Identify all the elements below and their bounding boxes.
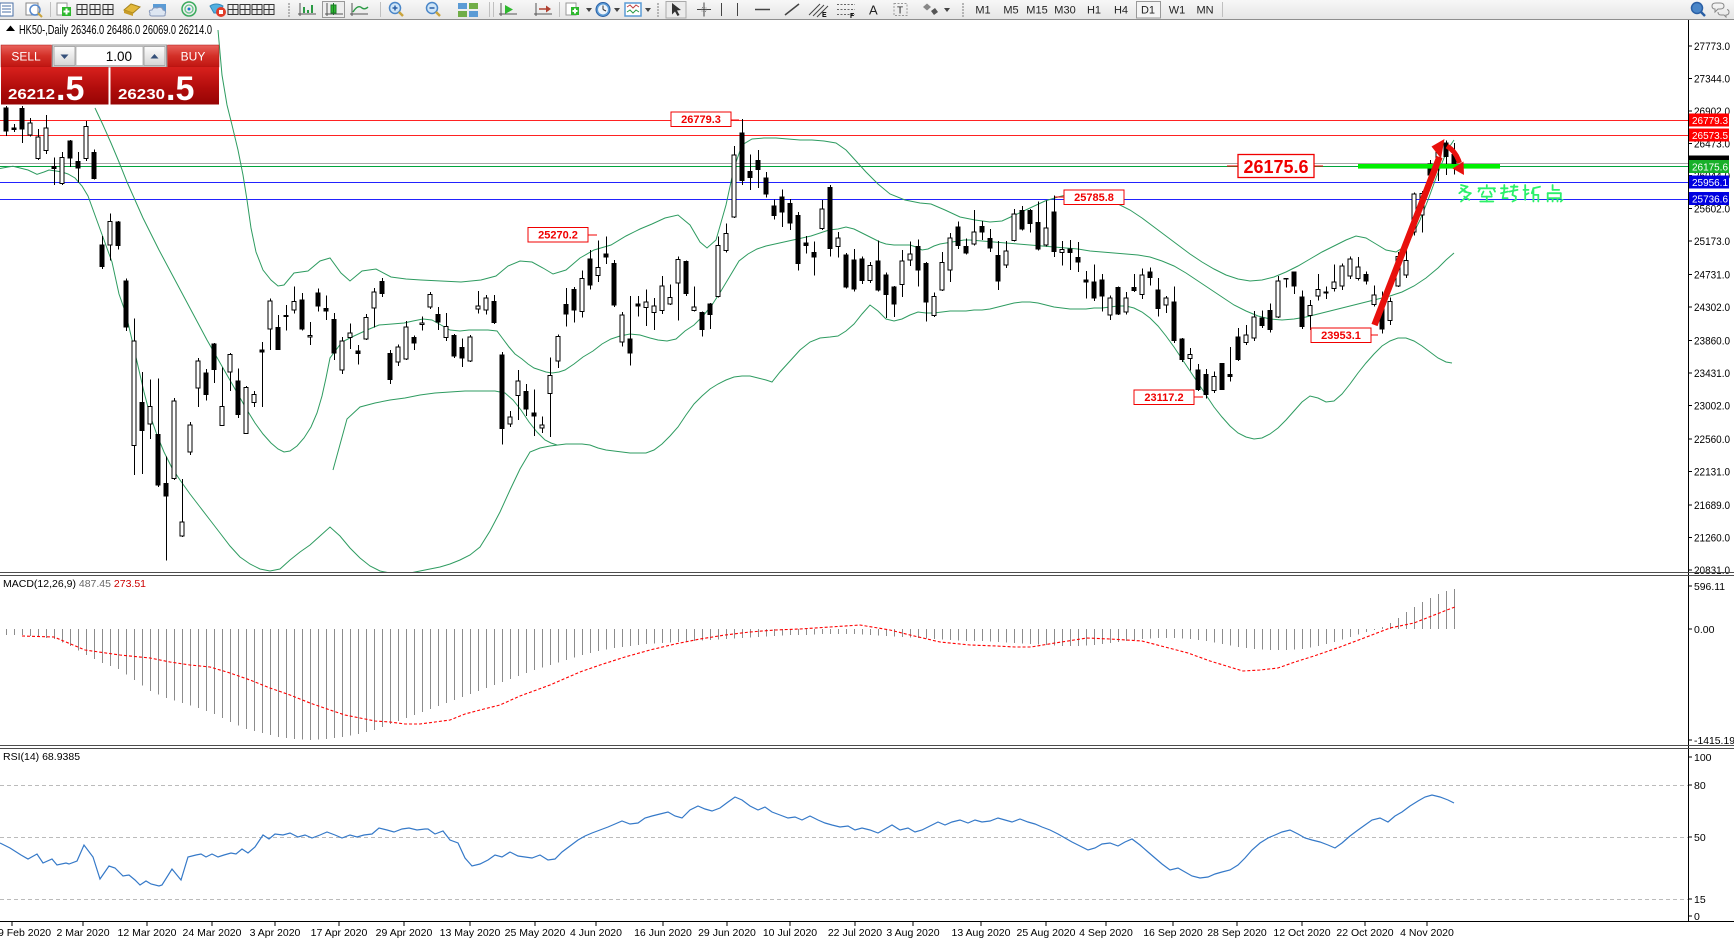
svg-text:21689.0: 21689.0 — [1694, 500, 1730, 512]
svg-text:-1415.19: -1415.19 — [1694, 735, 1734, 747]
svg-text:25785.8: 25785.8 — [1074, 192, 1114, 204]
svg-text:25 May 2020: 25 May 2020 — [505, 927, 566, 939]
svg-text:0.00: 0.00 — [1694, 624, 1715, 636]
svg-text:SELL: SELL — [11, 50, 41, 64]
svg-text:25270.2: 25270.2 — [538, 230, 578, 242]
svg-text:4 Sep 2020: 4 Sep 2020 — [1079, 927, 1133, 939]
svg-text:23431.0: 23431.0 — [1694, 368, 1730, 380]
svg-text:A: A — [869, 3, 878, 18]
svg-text:26230: 26230 — [118, 87, 165, 103]
svg-text:F: F — [850, 13, 855, 20]
svg-text:16 Jun 2020: 16 Jun 2020 — [634, 927, 692, 939]
svg-text:80: 80 — [1694, 780, 1706, 792]
svg-text:3 Apr 2020: 3 Apr 2020 — [250, 927, 301, 939]
svg-text:12 Mar 2020: 12 Mar 2020 — [118, 927, 177, 939]
svg-text:26212: 26212 — [8, 87, 55, 103]
svg-text:.5: .5 — [166, 70, 194, 108]
svg-text:22131.0: 22131.0 — [1694, 467, 1730, 479]
svg-text:MACD(12,26,9) 487.45 273.51: MACD(12,26,9) 487.45 273.51 — [3, 578, 146, 590]
svg-text:23117.2: 23117.2 — [1144, 392, 1183, 404]
svg-text:27773.0: 27773.0 — [1694, 41, 1730, 53]
svg-text:M15: M15 — [1026, 5, 1047, 17]
svg-text:24731.0: 24731.0 — [1694, 270, 1730, 282]
svg-text:15: 15 — [1694, 894, 1706, 906]
svg-text:25956.1: 25956.1 — [1692, 177, 1728, 189]
svg-text:25173.0: 25173.0 — [1694, 236, 1730, 248]
svg-text:MN: MN — [1196, 5, 1213, 17]
svg-text:17 Apr 2020: 17 Apr 2020 — [311, 927, 368, 939]
svg-text:24302.0: 24302.0 — [1694, 302, 1730, 314]
svg-text:13 Aug 2020: 13 Aug 2020 — [952, 927, 1011, 939]
svg-text:26175.6: 26175.6 — [1692, 162, 1728, 174]
svg-text:27344.0: 27344.0 — [1694, 74, 1730, 86]
svg-text:2 Mar 2020: 2 Mar 2020 — [56, 927, 109, 939]
svg-text:.5: .5 — [56, 70, 84, 108]
svg-text:M30: M30 — [1054, 5, 1075, 17]
svg-text:4 Jun 2020: 4 Jun 2020 — [570, 927, 622, 939]
svg-text:25736.6: 25736.6 — [1692, 194, 1728, 206]
svg-text:596.11: 596.11 — [1694, 581, 1725, 593]
svg-text:0: 0 — [1694, 911, 1700, 923]
svg-text:1.00: 1.00 — [106, 49, 132, 64]
svg-text:16 Sep 2020: 16 Sep 2020 — [1143, 927, 1203, 939]
svg-text:50: 50 — [1694, 832, 1706, 844]
svg-text:HK50-,Daily 26346.0 26486.0 2: HK50-,Daily 26346.0 26486.0 26069.0 2621… — [19, 23, 212, 37]
svg-text:25 Aug 2020: 25 Aug 2020 — [1017, 927, 1076, 939]
svg-text:26779.3: 26779.3 — [681, 114, 721, 126]
svg-text:21260.0: 21260.0 — [1694, 533, 1730, 545]
svg-text:24 Mar 2020: 24 Mar 2020 — [183, 927, 242, 939]
svg-text:22 Jul 2020: 22 Jul 2020 — [828, 927, 882, 939]
svg-text:M5: M5 — [1003, 5, 1018, 17]
svg-text:23953.1: 23953.1 — [1321, 330, 1361, 342]
svg-text:BUY: BUY — [181, 50, 206, 64]
svg-text:H4: H4 — [1114, 5, 1128, 17]
svg-text:29 Jun 2020: 29 Jun 2020 — [698, 927, 756, 939]
svg-text:26175.6: 26175.6 — [1243, 157, 1308, 177]
svg-text:T: T — [897, 6, 903, 17]
svg-text:M1: M1 — [975, 5, 990, 17]
svg-text:RSI(14) 68.9385: RSI(14) 68.9385 — [3, 751, 80, 763]
svg-text:4 Nov 2020: 4 Nov 2020 — [1400, 927, 1454, 939]
svg-text:13 May 2020: 13 May 2020 — [440, 927, 501, 939]
svg-text:22 Oct 2020: 22 Oct 2020 — [1336, 927, 1393, 939]
svg-text:23860.0: 23860.0 — [1694, 336, 1730, 348]
svg-text:23002.0: 23002.0 — [1694, 401, 1730, 413]
svg-text:100: 100 — [1694, 752, 1712, 764]
svg-text:26779.3: 26779.3 — [1692, 115, 1728, 127]
svg-text:22560.0: 22560.0 — [1694, 434, 1730, 446]
svg-text:D1: D1 — [1141, 5, 1155, 17]
svg-text:10 Jul 2020: 10 Jul 2020 — [763, 927, 817, 939]
svg-text:9 Feb 2020: 9 Feb 2020 — [0, 927, 51, 939]
svg-text:H1: H1 — [1087, 5, 1101, 17]
svg-text:28 Sep 2020: 28 Sep 2020 — [1207, 927, 1267, 939]
svg-text:W1: W1 — [1169, 5, 1186, 17]
svg-text:26573.5: 26573.5 — [1692, 130, 1728, 142]
svg-text:3 Aug 2020: 3 Aug 2020 — [886, 927, 939, 939]
svg-text:E: E — [822, 12, 827, 19]
svg-text:25602.0: 25602.0 — [1694, 204, 1730, 216]
svg-text:12 Oct 2020: 12 Oct 2020 — [1273, 927, 1330, 939]
svg-text:20831.0: 20831.0 — [1694, 565, 1730, 577]
svg-text:29 Apr 2020: 29 Apr 2020 — [376, 927, 433, 939]
